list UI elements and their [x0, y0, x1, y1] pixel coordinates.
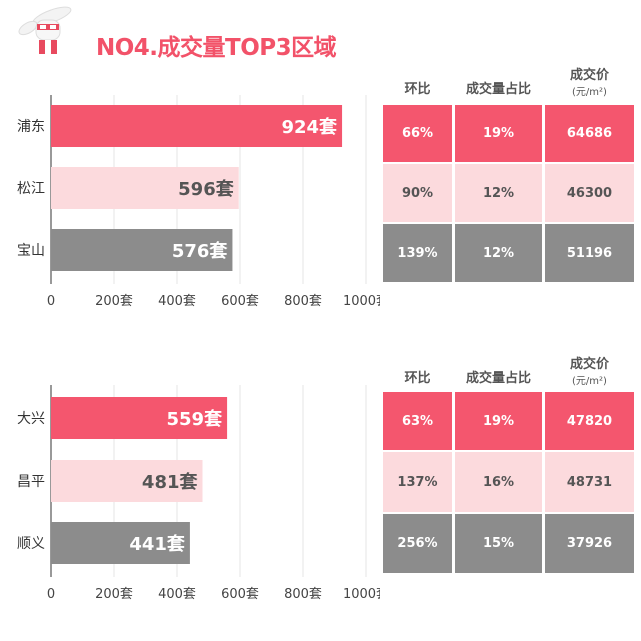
bar-value-label: 924套: [281, 116, 337, 138]
x-tick-label: 0: [47, 587, 55, 602]
bar-value-label: 559套: [167, 408, 223, 430]
x-tick-label: 400套: [158, 293, 196, 309]
x-tick-label: 1000套: [343, 586, 380, 602]
bar: [51, 522, 190, 564]
page-title: NO4.成交量TOP3区域: [96, 35, 337, 61]
table-header: 环比: [404, 371, 431, 386]
table-cell: 19%: [455, 105, 542, 162]
x-tick-label: 400套: [158, 586, 196, 602]
bar: [51, 397, 228, 439]
table-header: 成交价 (元/m²): [569, 357, 609, 387]
category-label: 顺义: [17, 536, 45, 552]
bar-value-label: 596套: [178, 178, 234, 200]
table-cell: 12%: [455, 224, 542, 282]
bar: [51, 460, 203, 502]
table-cell: 15%: [455, 514, 542, 573]
x-tick-label: 1000套: [343, 293, 380, 309]
table-header: 环比: [404, 82, 431, 97]
table-cell: 90%: [383, 164, 452, 222]
x-tick-label: 0: [47, 294, 55, 309]
table-header: 成交量占比: [465, 82, 531, 97]
bar-value-label: 576套: [172, 240, 228, 262]
table-cell: 19%: [455, 392, 542, 450]
bar: [51, 229, 233, 271]
table-cell: 137%: [383, 452, 452, 512]
category-label: 大兴: [17, 411, 45, 427]
table-cell: 48731: [545, 452, 634, 512]
table-header: 成交量占比: [465, 371, 531, 386]
bar-value-label: 441套: [129, 533, 185, 555]
table-cell: 63%: [383, 392, 452, 450]
table-cell: 37926: [545, 514, 634, 573]
category-label: 松江: [17, 181, 45, 197]
x-tick-label: 200套: [95, 586, 133, 602]
x-tick-label: 200套: [95, 293, 133, 309]
table-cell: 256%: [383, 514, 452, 573]
category-label: 宝山: [17, 243, 45, 259]
x-tick-label: 600套: [221, 293, 259, 309]
category-label: 浦东: [17, 119, 45, 135]
table-cell: 46300: [545, 164, 634, 222]
bar: [51, 167, 239, 209]
table-cell: 12%: [455, 164, 542, 222]
table-header: 成交价 (元/m²): [569, 68, 609, 98]
table-cell: 139%: [383, 224, 452, 282]
table-cell: 64686: [545, 105, 634, 162]
x-tick-label: 800套: [284, 293, 322, 309]
table-cell: 16%: [455, 452, 542, 512]
bar-value-label: 481套: [142, 471, 198, 493]
table-cell: 51196: [545, 224, 634, 282]
x-tick-label: 600套: [221, 586, 259, 602]
mascot-logo-icon: [18, 6, 72, 54]
table-cell: 47820: [545, 392, 634, 450]
category-label: 昌平: [17, 474, 45, 490]
x-tick-label: 800套: [284, 586, 322, 602]
table-cell: 66%: [383, 105, 452, 162]
bar: [51, 105, 343, 147]
